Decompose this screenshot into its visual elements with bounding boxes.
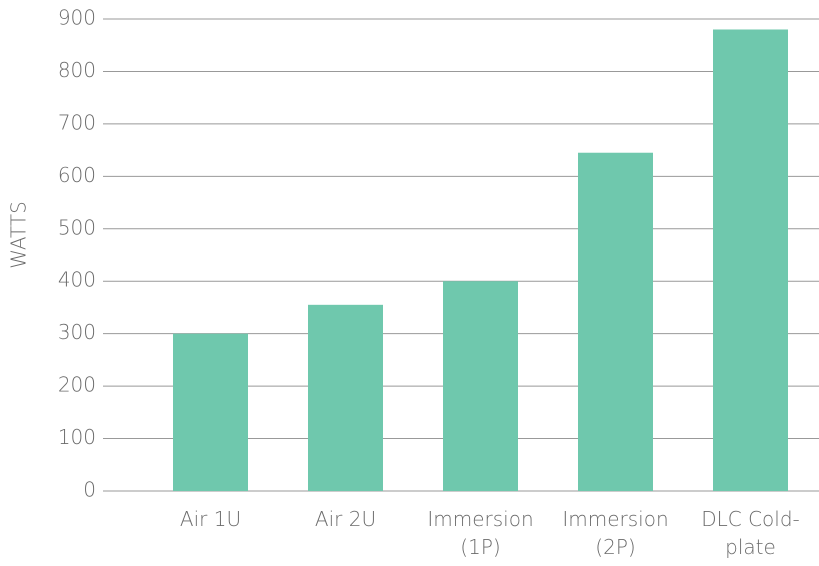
bar — [578, 152, 653, 491]
y-tick-label: 200 — [58, 373, 96, 397]
y-tick-label: 700 — [58, 110, 96, 134]
y-tick-label: 0 — [83, 478, 96, 502]
y-tick-label: 600 — [58, 163, 96, 187]
bar — [173, 333, 248, 491]
y-axis-title: WATTS — [7, 201, 31, 269]
y-tick-label: 100 — [58, 425, 96, 449]
bar — [713, 29, 788, 491]
y-tick-label: 300 — [58, 320, 96, 344]
x-tick-label: Air 1U — [179, 507, 242, 531]
y-tick-label: 400 — [58, 268, 96, 292]
y-tick-label: 800 — [58, 58, 96, 82]
bar — [443, 281, 518, 491]
x-tick-label: Air 2U — [314, 507, 377, 531]
bar — [308, 304, 383, 491]
x-tick-label: Immersion (2P) — [562, 507, 669, 559]
x-tick-label: DLC Cold-plate — [701, 507, 800, 559]
x-tick-label: Immersion (1P) — [427, 507, 534, 559]
y-tick-label: 900 — [58, 6, 96, 30]
y-tick-label: 500 — [58, 215, 96, 239]
